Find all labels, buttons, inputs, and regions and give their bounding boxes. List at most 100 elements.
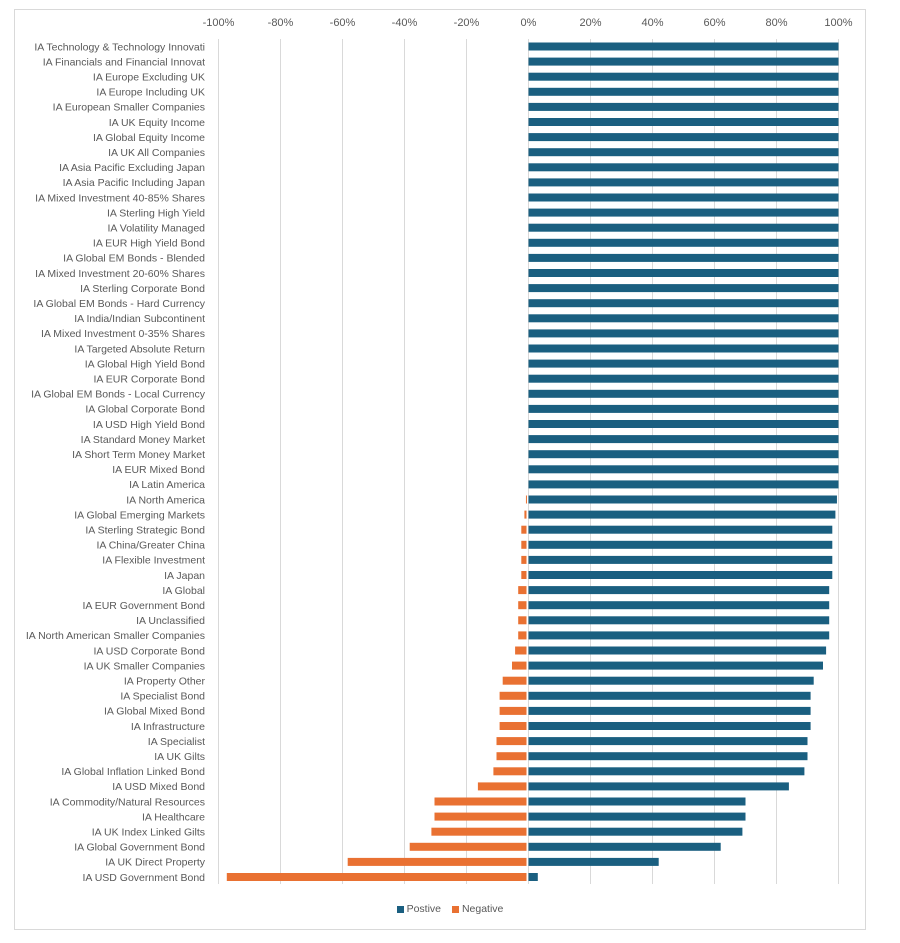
category-label: IA Property Other xyxy=(124,676,206,688)
x-tick-label: -80% xyxy=(268,17,294,29)
category-label: IA Global Corporate Bond xyxy=(85,404,205,416)
bar-positive xyxy=(528,87,839,96)
category-label: IA Mixed Investment 40-85% Shares xyxy=(35,192,205,204)
bar-negative xyxy=(521,571,527,579)
bar-negative xyxy=(499,722,527,730)
bar-positive xyxy=(528,344,839,353)
bar-positive xyxy=(528,797,746,806)
bar-positive xyxy=(528,676,814,685)
category-label: IA Flexible Investment xyxy=(102,555,205,567)
x-tick-label: -100% xyxy=(203,17,235,29)
bar-positive xyxy=(528,118,839,126)
bar-positive xyxy=(528,752,808,761)
bar-positive xyxy=(528,691,811,700)
bar-positive xyxy=(528,57,839,66)
category-label: IA Targeted Absolute Return xyxy=(74,343,205,355)
category-label: IA Global Equity Income xyxy=(93,132,205,144)
bar-negative xyxy=(512,661,527,670)
x-tick-label: 40% xyxy=(641,17,663,29)
bar-positive xyxy=(528,782,789,791)
bar-positive xyxy=(528,269,839,277)
bar-positive xyxy=(528,555,833,564)
legend: Postive Negative xyxy=(0,903,900,916)
category-label: IA Europe Including UK xyxy=(96,87,205,99)
category-label: IA EUR High Yield Bond xyxy=(93,238,205,250)
bar-positive xyxy=(528,767,805,776)
bar-positive xyxy=(528,223,839,232)
category-label: IA Financials and Financial Innovat xyxy=(43,56,205,68)
category-label: IA UK Index Linked Gilts xyxy=(92,827,205,839)
bar-positive xyxy=(528,873,538,881)
category-label: IA USD Corporate Bond xyxy=(94,645,206,657)
bar-positive xyxy=(528,646,827,655)
legend-label-negative: Negative xyxy=(461,903,504,915)
x-tick-label: -20% xyxy=(454,17,480,29)
bar-positive xyxy=(528,812,746,821)
bar-positive xyxy=(528,842,721,851)
bar-positive xyxy=(528,420,839,428)
bar-negative xyxy=(518,586,527,595)
category-label: IA Global Inflation Linked Bond xyxy=(61,766,205,778)
category-label: IA EUR Mixed Bond xyxy=(112,464,205,476)
bar-positive xyxy=(528,722,811,730)
category-label: IA USD Government Bond xyxy=(82,872,205,884)
category-label: IA Standard Money Market xyxy=(81,434,205,446)
category-label: IA Mixed Investment 20-60% Shares xyxy=(35,268,205,280)
bar-positive xyxy=(528,102,839,111)
bar-positive xyxy=(528,208,839,217)
category-label: IA European Smaller Companies xyxy=(53,102,205,114)
category-label: IA North America xyxy=(126,494,205,506)
bar-positive xyxy=(528,601,830,610)
bar-positive xyxy=(528,510,836,519)
bar-positive xyxy=(528,163,839,172)
category-label: IA Unclassified xyxy=(136,615,205,627)
bar-negative xyxy=(524,510,527,519)
bar-negative xyxy=(515,646,527,655)
x-tick-label: 20% xyxy=(579,17,601,29)
x-axis-ticks: -100% -80% -60% -40% -20% 0% 20% 40% 60% 80% 100% xyxy=(203,17,853,29)
bar-positive xyxy=(528,495,837,504)
bar-positive xyxy=(528,253,839,262)
bar-positive xyxy=(528,540,833,549)
bar-positive xyxy=(528,706,811,715)
category-label: IA Asia Pacific Including Japan xyxy=(63,177,206,189)
category-label: IA USD High Yield Bond xyxy=(93,419,205,431)
category-label: IA Global Emerging Markets xyxy=(74,509,205,521)
bar-positive xyxy=(528,631,830,640)
bar-negative xyxy=(521,540,527,549)
category-label: IA Sterling Corporate Bond xyxy=(80,283,205,295)
bar-negative xyxy=(518,601,527,610)
category-label: IA Latin America xyxy=(129,479,205,491)
bar-negative xyxy=(502,676,527,685)
bar-positive xyxy=(528,72,839,81)
bar-positive xyxy=(528,586,830,595)
bar-negative xyxy=(477,782,527,791)
category-label: IA EUR Government Bond xyxy=(82,600,205,612)
bar-positive xyxy=(528,238,839,247)
bar-positive xyxy=(528,827,743,836)
x-tick-label: 100% xyxy=(824,17,852,29)
category-label: IA Global Mixed Bond xyxy=(104,706,205,718)
bar-negative xyxy=(499,691,527,700)
bar-positive xyxy=(528,193,839,202)
category-label: IA Japan xyxy=(164,570,205,582)
category-label: IA UK Smaller Companies xyxy=(84,660,205,672)
bar-positive xyxy=(528,616,830,625)
bar-positive xyxy=(528,857,659,866)
bar-negative xyxy=(434,812,527,821)
category-label: IA Global xyxy=(162,585,205,597)
category-label: IA UK Direct Property xyxy=(105,857,206,869)
bar-negative xyxy=(496,752,527,761)
category-label: IA Volatility Managed xyxy=(108,223,206,235)
bar-negative xyxy=(518,616,527,625)
x-tick-label: 60% xyxy=(703,17,725,29)
category-label: IA India/Indian Subcontinent xyxy=(74,313,205,325)
category-label: IA Global High Yield Bond xyxy=(85,358,205,370)
bar-positive xyxy=(528,571,833,579)
category-label: IA Global EM Bonds - Local Currency xyxy=(31,389,206,401)
category-label: IA China/Greater China xyxy=(96,540,205,552)
category-label: IA Sterling High Yield xyxy=(107,207,205,219)
category-label: IA USD Mixed Bond xyxy=(112,781,205,793)
category-axis-labels: IA Technology & Technology Innovati IA Fi… xyxy=(26,41,206,884)
